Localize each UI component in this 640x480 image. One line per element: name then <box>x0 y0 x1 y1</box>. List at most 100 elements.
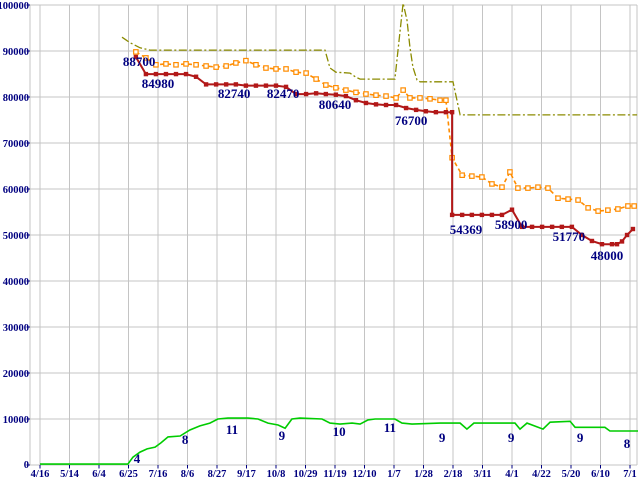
open-square-marker <box>373 92 379 98</box>
x-tick-label: 11/19 <box>323 469 346 480</box>
filled-square-marker <box>459 212 465 218</box>
price-annotation: 88700 <box>123 54 156 69</box>
open-square-marker <box>273 66 279 72</box>
x-tick-label: 4/16 <box>31 469 50 480</box>
x-axis-labels: 4/16 5/14 6/4 6/25 7/16 8/6 8/27 9/17 10/8 10/29 1… <box>31 469 637 480</box>
filled-square-marker <box>373 102 379 107</box>
filled-square-marker <box>569 224 575 230</box>
open-square-marker <box>243 57 249 64</box>
open-square-marker <box>605 207 611 213</box>
filled-square-marker <box>303 91 309 97</box>
filled-square-marker <box>589 238 595 244</box>
filled-square-marker <box>233 82 239 87</box>
y-tick-label: 60000 <box>3 185 29 196</box>
open-square-marker <box>437 97 443 104</box>
filled-square-marker <box>163 71 169 77</box>
filled-square-marker <box>153 71 159 77</box>
open-square-marker <box>479 174 485 180</box>
price-annotation: 76700 <box>395 113 428 128</box>
y-tick-label: 90000 <box>3 47 29 58</box>
filled-square-marker <box>383 102 389 108</box>
price-annotation: 82470 <box>267 86 300 101</box>
store-count-line <box>40 417 638 465</box>
y-axis-labels: 0 10000 20000 30000 40000 50000 60000 70000 8000… <box>0 1 29 471</box>
filled-square-marker <box>223 82 229 87</box>
x-tick-label: 6/10 <box>591 469 610 480</box>
filled-square-marker <box>579 232 585 238</box>
filled-square-marker <box>243 83 249 88</box>
count-annotation: 10 <box>333 424 346 439</box>
filled-square-marker <box>213 82 219 87</box>
x-tick-label: 9/17 <box>237 469 256 480</box>
count-annotation: 11 <box>226 422 238 437</box>
y-tick-label: 100000 <box>0 1 29 12</box>
open-square-marker <box>515 185 521 191</box>
filled-square-marker <box>133 54 139 60</box>
price-annotation: 51770 <box>553 229 586 244</box>
x-tick-label: 8/6 <box>181 469 194 480</box>
x-tick-label: 6/25 <box>119 469 138 480</box>
open-square-marker <box>625 203 631 209</box>
open-square-marker <box>233 60 239 66</box>
max-price-line <box>121 3 638 116</box>
open-square-marker <box>223 63 229 69</box>
x-tick-label: 10/8 <box>267 469 286 480</box>
open-square-marker <box>183 61 189 67</box>
open-square-marker <box>283 66 289 72</box>
filled-square-marker <box>183 71 189 77</box>
filled-square-marker <box>343 93 349 99</box>
open-square-marker <box>565 196 571 202</box>
y-tick-label: 30000 <box>3 323 29 334</box>
avg-price-line-markers <box>133 49 637 214</box>
filled-square-marker <box>413 107 419 113</box>
count-annotation: 9 <box>577 430 584 445</box>
filled-square-marker <box>443 109 449 115</box>
open-square-marker <box>459 172 465 179</box>
open-square-marker <box>383 93 389 99</box>
x-tick-label: 6/4 <box>92 469 106 480</box>
open-square-marker <box>363 91 369 97</box>
price-annotation: 84980 <box>142 76 175 91</box>
filled-square-marker <box>519 224 525 230</box>
count-annotation: 4 <box>134 451 141 466</box>
y-tick-label: 80000 <box>3 93 29 104</box>
x-tick-label: 7/1 <box>623 469 636 480</box>
x-tick-label: 5/14 <box>60 469 79 480</box>
count-annotation: 11 <box>384 420 396 435</box>
filled-square-marker <box>449 109 455 115</box>
open-square-marker <box>631 203 637 209</box>
x-tick-label: 3/11 <box>473 469 491 480</box>
filled-square-marker <box>423 109 429 114</box>
filled-square-marker <box>433 109 439 115</box>
open-square-marker <box>443 97 449 104</box>
count-annotation: 8 <box>624 436 631 451</box>
open-square-marker <box>555 195 561 202</box>
open-square-marker <box>313 76 319 82</box>
open-square-marker <box>293 69 299 75</box>
filled-square-marker <box>559 224 565 230</box>
filled-square-marker <box>529 224 535 230</box>
filled-square-marker <box>624 232 630 238</box>
open-square-marker <box>525 185 531 191</box>
min-price-line-markers <box>133 54 636 247</box>
filled-square-marker <box>614 242 620 247</box>
open-square-marker <box>173 61 179 68</box>
open-square-marker <box>407 95 413 101</box>
x-tick-label: 2/18 <box>444 469 463 480</box>
count-annotation: 8 <box>182 432 189 447</box>
open-square-marker <box>507 169 513 175</box>
y-tick-label: 50000 <box>3 231 29 242</box>
open-square-marker <box>595 208 601 214</box>
open-square-marker <box>213 64 219 70</box>
count-annotation: 9 <box>508 430 515 445</box>
filled-square-marker <box>193 74 199 79</box>
price-annotation: 80640 <box>319 97 352 112</box>
filled-square-marker <box>539 224 545 230</box>
filled-square-marker <box>143 71 149 77</box>
x-tick-label: 4/1 <box>505 469 518 480</box>
axis-ticks <box>26 4 631 469</box>
open-square-marker <box>400 87 406 93</box>
